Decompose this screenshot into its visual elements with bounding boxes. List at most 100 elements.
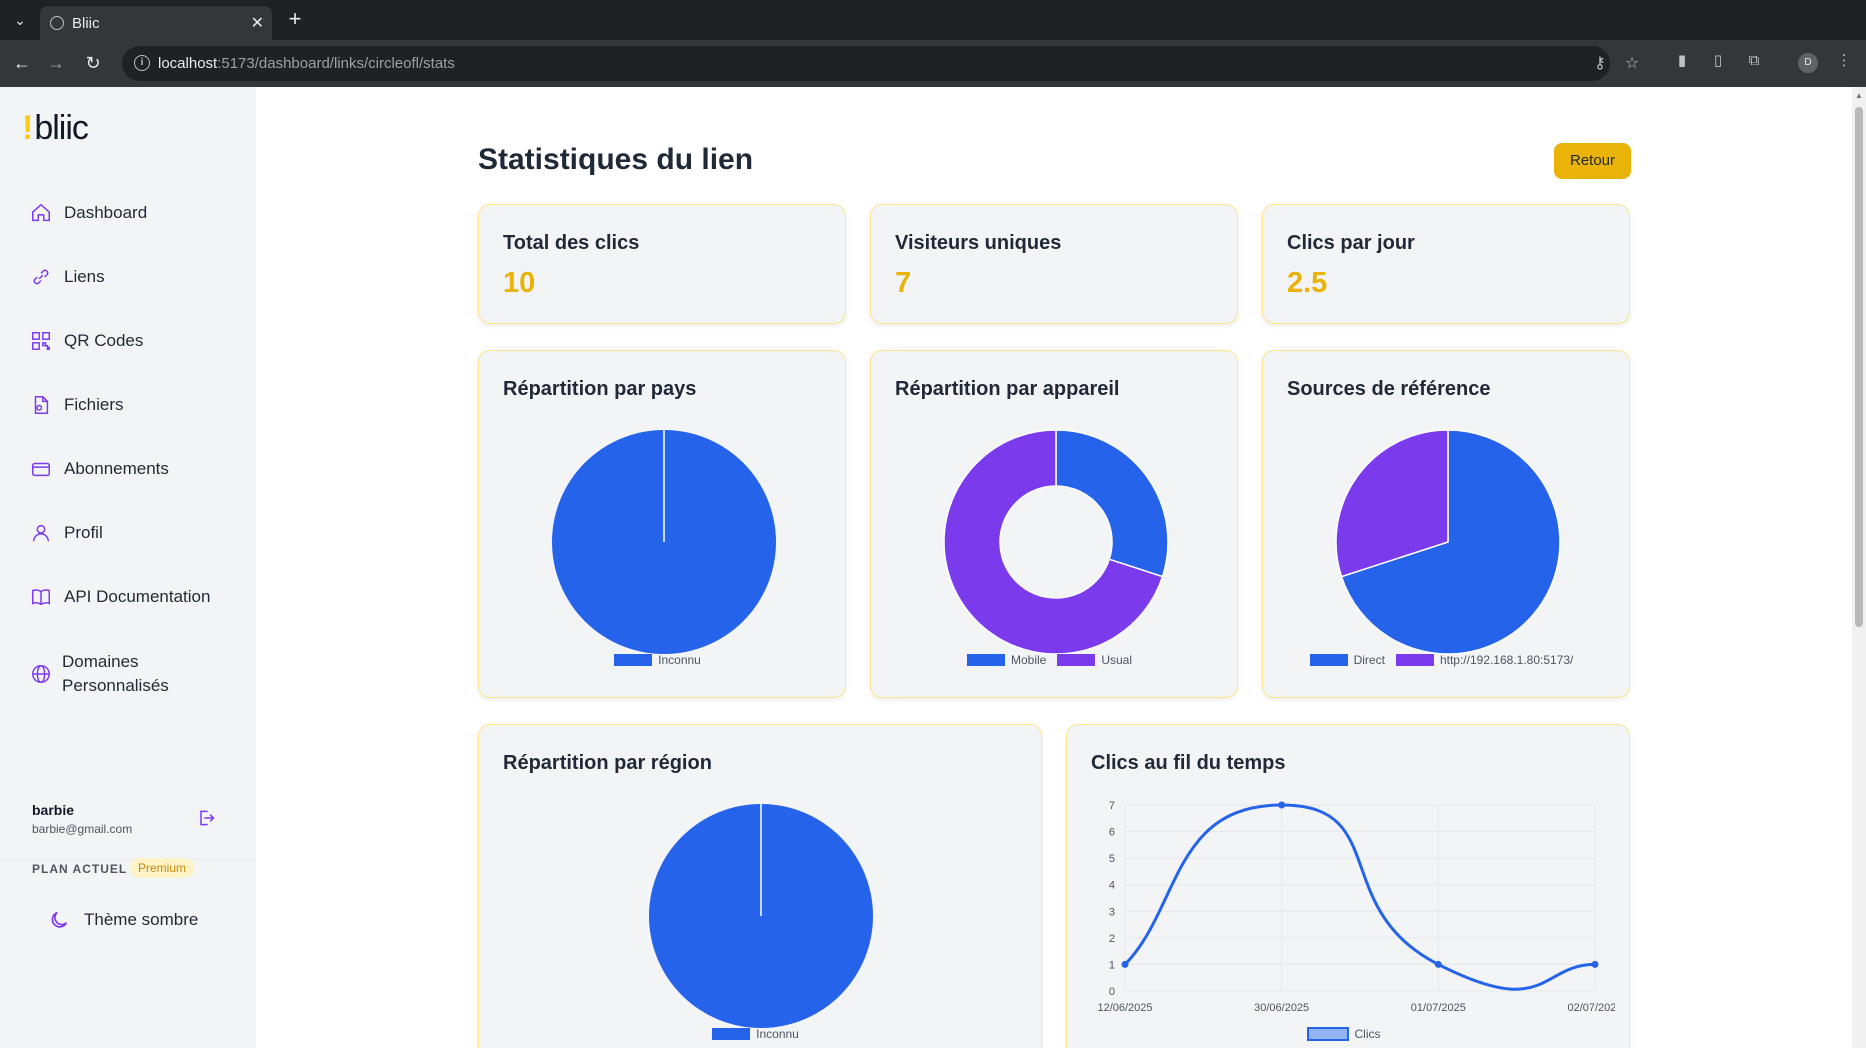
user-email: barbie@gmail.com	[32, 822, 133, 836]
legend-label: Usual	[1101, 653, 1133, 667]
legend-item[interactable]: http://192.168.1.80:5173/	[1395, 653, 1574, 667]
brand-logo[interactable]: !bliic	[22, 109, 89, 148]
sidebar: !bliic Dashboard Liens QR Codes Fichiers…	[0, 87, 256, 1048]
logo-text: bliic	[34, 109, 89, 147]
sidebar-item-label: Domaines	[62, 652, 139, 671]
sidebar-item-label: API Documentation	[64, 587, 211, 606]
legend-item[interactable]: Clics	[1306, 1027, 1381, 1041]
globe-icon	[32, 665, 50, 683]
stat-label: Visiteurs uniques	[895, 232, 1062, 254]
browser-toolbar: ← → ↻ i localhost:5173/dashboard/links/c…	[0, 40, 1866, 87]
sidebar-item-qr-codes[interactable]: QR Codes	[30, 327, 143, 355]
chart-title: Répartition par pays	[503, 378, 697, 400]
logo-mark: !	[22, 109, 33, 147]
theme-label: Thème sombre	[84, 910, 199, 929]
pie-slice[interactable]	[1340, 429, 1561, 655]
legend-swatch	[1306, 1027, 1349, 1041]
sidebar-item-label: Fichiers	[64, 395, 124, 414]
legend-swatch	[1309, 654, 1348, 666]
profile-avatar[interactable]: D	[1798, 53, 1818, 73]
sidebar-item-label: Dashboard	[64, 203, 148, 222]
page-scrollbar[interactable]: ▲	[1852, 87, 1866, 1048]
sidebar-item-liens[interactable]: Liens	[30, 263, 105, 291]
x-tick-label: 30/06/2025	[1254, 1002, 1309, 1014]
site-info-icon[interactable]: i	[134, 55, 150, 71]
extensions-menu-icon[interactable]: ⧉	[1748, 52, 1760, 69]
y-tick-label: 2	[1109, 933, 1115, 945]
legend-item[interactable]: Mobile	[966, 653, 1046, 667]
data-point[interactable]	[1591, 960, 1599, 968]
globe-favicon-icon	[50, 16, 64, 30]
browser-menu-icon[interactable]: ⋮	[1836, 52, 1852, 69]
legend-swatch	[614, 654, 653, 666]
reload-icon[interactable]: ↻	[85, 53, 101, 73]
back-button[interactable]: Retour	[1554, 143, 1631, 179]
url-host: localhost	[158, 55, 218, 72]
legend-item[interactable]: Usual	[1057, 653, 1132, 667]
y-tick-label: 5	[1109, 853, 1115, 865]
legend-item[interactable]: Inconnu	[614, 653, 701, 667]
sidebar-item-label: QR Codes	[64, 331, 144, 350]
pie-slice[interactable]	[1055, 429, 1169, 578]
logout-icon[interactable]	[196, 808, 216, 828]
sidebar-item-label: Liens	[64, 267, 105, 286]
url-path: :5173/dashboard/links/circleofl/stats	[217, 55, 455, 72]
user-icon	[32, 524, 50, 542]
forward-arrow-icon[interactable]: →	[47, 53, 65, 73]
qr-code-icon	[32, 332, 50, 350]
clicks-over-time-card: Clics au fil du temps 0 1 2 3 4 5 6 7 12/06/2025…	[1066, 724, 1630, 1048]
page-title: Statistiques du lien	[478, 143, 754, 176]
bookmark-star-icon[interactable]: ☆	[1624, 55, 1640, 72]
scrollbar-thumb[interactable]	[1855, 107, 1863, 627]
address-bar[interactable]: i localhost:5173/dashboard/links/circleo…	[122, 46, 1639, 81]
data-point[interactable]	[1121, 960, 1129, 968]
user-name: barbie	[32, 802, 75, 818]
extension-puzzle-icon[interactable]: ▮	[1677, 52, 1687, 69]
sidebar-item-label: Abonnements	[64, 459, 169, 478]
file-icon	[34, 396, 49, 414]
sidebar-item-abonnements[interactable]: Abonnements	[30, 455, 169, 483]
dark-theme-toggle[interactable]: Thème sombre	[48, 908, 198, 932]
y-tick-label: 1	[1109, 959, 1115, 971]
back-arrow-icon[interactable]: ←	[13, 53, 31, 73]
pie-slice[interactable]	[1335, 429, 1449, 578]
credit-card-icon	[32, 462, 50, 477]
legend-label: http://192.168.1.80:5173/	[1439, 653, 1574, 667]
data-point[interactable]	[1278, 801, 1286, 809]
plan-badge: Premium	[130, 858, 195, 878]
legend-label: Inconnu	[756, 1027, 799, 1041]
browser-tab[interactable]: Bliic ✕	[40, 6, 272, 40]
legend-label: Inconnu	[658, 653, 701, 667]
new-tab-plus-icon[interactable]: +	[288, 6, 302, 31]
sidebar-item-api-documentation[interactable]: API Documentation	[30, 583, 210, 611]
legend-swatch	[712, 1028, 751, 1040]
tab-list-chevron-icon[interactable]: ⌄	[14, 12, 26, 28]
stat-card-clicks-per-day: Clics par jour 2.5	[1262, 204, 1630, 324]
legend-swatch	[966, 654, 1005, 666]
scroll-up-arrow-icon[interactable]: ▲	[1855, 91, 1863, 100]
sidebar-item-profil[interactable]: Profil	[30, 519, 103, 547]
data-point[interactable]	[1434, 960, 1442, 968]
region-chart-card: Répartition par région Inconnu	[478, 724, 1042, 1048]
chart-legend: Inconnu	[479, 653, 847, 667]
sidebar-item-domaines-personnalises[interactable]: Domaines Personnalisés	[30, 649, 169, 699]
x-tick-label: 12/06/2025	[1097, 1002, 1152, 1014]
stat-value: 10	[503, 267, 536, 299]
legend-swatch	[1057, 654, 1096, 666]
stat-value: 2.5	[1287, 267, 1328, 299]
y-tick-label: 4	[1109, 880, 1115, 892]
pie-slice[interactable]	[943, 429, 1164, 655]
sidebar-item-dashboard[interactable]: Dashboard	[30, 199, 147, 227]
device-chart-card: Répartition par appareil Mobile Usual	[870, 350, 1238, 698]
legend-item[interactable]: Direct	[1309, 653, 1385, 667]
extension-icon[interactable]: ▯	[1713, 52, 1723, 69]
sidebar-item-fichiers[interactable]: Fichiers	[30, 391, 124, 419]
sidebar-item-label: Profil	[64, 523, 103, 542]
legend-item[interactable]: Inconnu	[712, 1027, 799, 1041]
clicks-line-chart: 0 1 2 3 4 5 6 7 12/06/2025 30/06/2025 01/07/2025 02…	[1097, 800, 1615, 1014]
close-tab-icon[interactable]: ✕	[250, 15, 264, 32]
password-key-icon[interactable]: ⚷	[1594, 55, 1606, 72]
tab-title: Bliic	[72, 15, 100, 32]
chart-legend: Clics	[1067, 1027, 1631, 1041]
series-line-clics	[1123, 803, 1596, 991]
